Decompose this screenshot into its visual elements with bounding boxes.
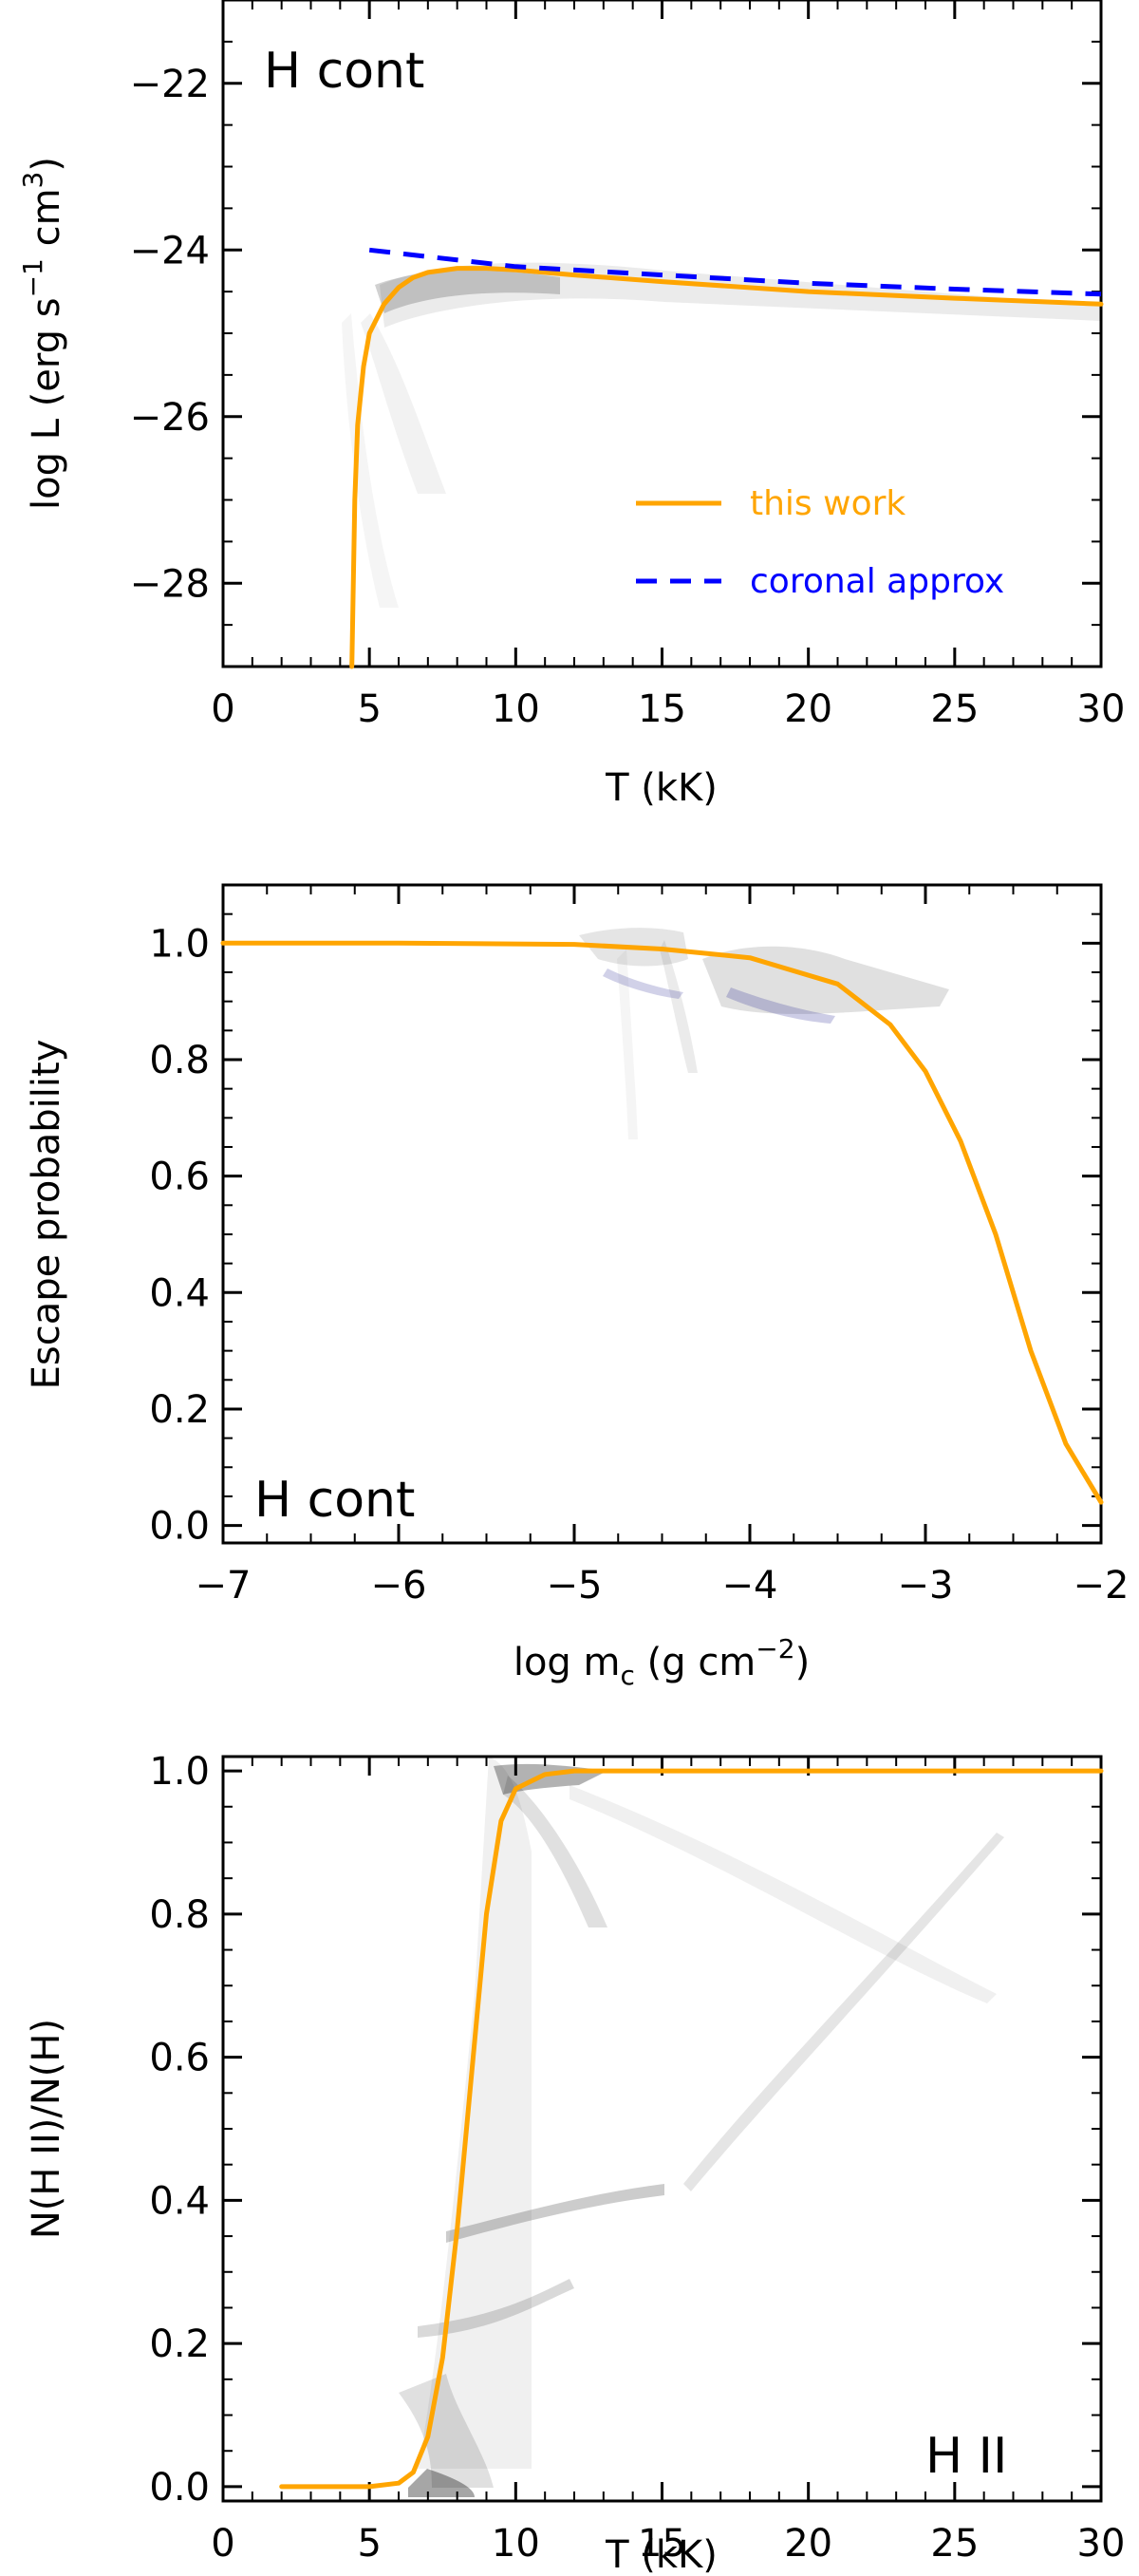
simulation-density-cloud <box>342 262 1101 608</box>
x-tick-label: −3 <box>898 1564 954 1608</box>
x-tick-label: 15 <box>638 2522 686 2566</box>
series-group <box>279 1768 1104 2490</box>
y-tick-label: 1.0 <box>149 922 210 966</box>
escape-probability-panel: −7 −6 −5 −4 −3 −2 0.0 0.2 0.4 0.6 0.8 1.0 H cont l… <box>25 883 1130 1691</box>
x-tick-label: 10 <box>492 2522 540 2566</box>
y-tick-label: 0.2 <box>149 1388 210 1432</box>
simulation-density-cloud <box>399 1757 1004 2497</box>
panel-label: H cont <box>264 43 424 100</box>
y-tick-label: 0.6 <box>149 2037 210 2080</box>
x-tick-label: −6 <box>371 1564 427 1608</box>
luminosity-panel: 0 5 10 15 20 25 30 −28−26−24−22 H cont T (kK) … <box>17 0 1125 810</box>
x-axis-ticks: 0 5 10 15 20 25 30 <box>211 1757 1125 2566</box>
y-axis-ticks: 0.0 0.2 0.4 0.6 0.8 1.0 <box>149 922 1101 1549</box>
y-tick-label: −28 <box>130 562 210 606</box>
y-axis-label: log L (erg s−1 cm3) <box>17 157 68 510</box>
series-group <box>220 940 1104 1505</box>
x-tick-label: 20 <box>784 2522 832 2566</box>
series-group <box>349 247 1104 669</box>
panel-label: H II <box>925 2428 1007 2485</box>
x-tick-label: 25 <box>930 687 979 731</box>
x-tick-label: 30 <box>1077 687 1126 731</box>
x-axis-ticks: −7 −6 −5 −4 −3 −2 <box>196 885 1130 1608</box>
y-minor-ticks <box>223 884 1101 1527</box>
y-axis-ticks: −28 −26 −24 −22 <box>130 63 1101 606</box>
x-tick-label: −2 <box>1074 1564 1130 1608</box>
y-tick-label: 1.0 <box>149 1750 210 1794</box>
y-tick-label: 0.2 <box>149 2322 210 2366</box>
y-axis-ticks: 0.0 0.2 0.4 0.6 0.8 1.0 <box>149 1750 1101 2510</box>
x-tick-label: 0 <box>211 687 234 731</box>
x-axis-label: T (kK) <box>605 2533 718 2576</box>
panel-label: H cont <box>254 1472 415 1529</box>
y-axis-label: N(H II)/N(H) <box>25 2019 68 2239</box>
y-tick-label: 0.4 <box>149 2179 210 2223</box>
x-tick-label: −7 <box>196 1564 252 1608</box>
x-tick-label: −4 <box>722 1564 778 1608</box>
fit-line <box>279 1768 1104 2490</box>
y-tick-label: 0.8 <box>149 1039 210 1082</box>
x-axis-label: T (kK) <box>605 766 718 810</box>
x-tick-label: 0 <box>211 2522 234 2566</box>
x-tick-label: 5 <box>357 2522 381 2566</box>
x-axis-ticks: 0 5 10 15 20 25 30 <box>211 0 1125 731</box>
y-tick-label: 0.0 <box>149 1505 210 1549</box>
simulation-density-cloud <box>579 928 949 1139</box>
x-axis-label: log mc (g cm−2) <box>513 1633 810 1691</box>
fit-line <box>220 940 1104 1505</box>
y-minor-ticks <box>223 1770 1101 2488</box>
x-tick-label: 15 <box>638 687 686 731</box>
x-tick-label: −5 <box>547 1564 603 1608</box>
y-axis-label: Escape probability <box>25 1040 68 1390</box>
y-tick-label: −22 <box>130 63 210 106</box>
y-tick-label: 0.4 <box>149 1271 210 1315</box>
legend-label-this-work: this work <box>750 484 906 523</box>
x-tick-label: 30 <box>1077 2522 1126 2566</box>
y-tick-label: −26 <box>130 396 210 440</box>
legend: this work coronal approx <box>636 484 1004 601</box>
x-tick-label: 5 <box>357 687 381 731</box>
ionization-fraction-panel: 0 5 10 15 20 25 30 0.0 0.2 0.4 0.6 0.8 1.0 H II T (… <box>25 1750 1125 2576</box>
y-tick-label: −24 <box>130 229 210 273</box>
y-tick-label: 0.0 <box>149 2466 210 2510</box>
x-minor-ticks <box>222 885 1102 1543</box>
coronal-approx-line <box>368 247 1102 297</box>
x-tick-label: 20 <box>784 687 832 731</box>
y-tick-label: 0.8 <box>149 1893 210 1937</box>
this-work-line <box>349 266 1104 669</box>
x-tick-label: 25 <box>930 2522 979 2566</box>
y-tick-label: 0.6 <box>149 1156 210 1199</box>
x-tick-label: 10 <box>492 687 540 731</box>
legend-label-coronal-approx: coronal approx <box>750 562 1004 601</box>
plot-area-2 <box>221 883 1103 1545</box>
